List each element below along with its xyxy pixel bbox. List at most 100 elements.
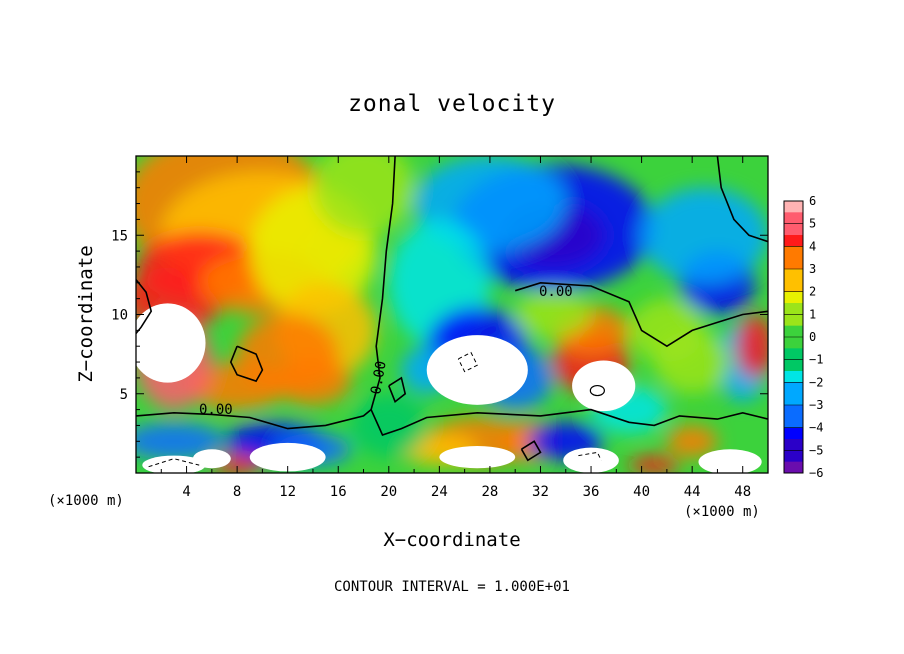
colorbar-cell: [784, 291, 803, 304]
out-of-range-region: [136, 303, 206, 383]
colorbar-label: −3: [809, 398, 823, 412]
colorbar-label: 3: [809, 262, 816, 276]
negative-contour-line: [457, 351, 478, 373]
zero-contour-line: [520, 440, 542, 462]
contour-label: 0.00: [539, 284, 573, 300]
velocity-blob: [666, 425, 718, 458]
colorbar-cell: [784, 348, 803, 361]
colorbar-labels: 6 5 4 3 2 1 0 −1 −2 −3 −4 −5 −6: [784, 194, 823, 480]
zero-contour-line: [136, 408, 372, 430]
colorbar-label: 1: [809, 307, 816, 321]
x-unit-right: (×1000 m): [684, 504, 760, 520]
x-tick-label: 28: [481, 484, 498, 500]
x-tick-label: 36: [583, 484, 600, 500]
colorbar-cell: [784, 450, 803, 463]
negative-contour-line: [148, 458, 200, 468]
colorbar-cell: [784, 269, 803, 281]
colorbar-label: −2: [809, 375, 823, 389]
contour-label: 0.00: [199, 402, 233, 418]
zero-contours: [136, 156, 768, 468]
y-axis-ticks: 5 10 15: [111, 171, 768, 458]
x-tick-label: 16: [330, 484, 347, 500]
colorbar: 6 5 4 3 2 1 0 −1 −2 −3 −4 −5 −6: [783, 194, 823, 480]
colorbar-label: 5: [809, 217, 816, 231]
out-of-range-region: [563, 447, 619, 473]
colorbar-cell: [784, 257, 803, 270]
colorbar-cell: [784, 439, 803, 451]
velocity-blob: [736, 314, 768, 378]
out-of-range-region: [698, 449, 762, 473]
zero-contour-line: [136, 279, 153, 335]
x-tick-label: 8: [233, 484, 241, 500]
colorbar-cell: [784, 382, 803, 395]
colorbar-cell: [784, 223, 803, 236]
colorbar-cell: [784, 246, 803, 259]
x-tick-label: 32: [532, 484, 549, 500]
out-of-range-regions: [136, 303, 762, 473]
x-tick-label: 44: [684, 484, 701, 500]
x-axis-label: X−coordinate: [383, 529, 520, 551]
velocity-blob: [350, 393, 427, 458]
colorbar-label: 2: [809, 285, 816, 299]
zero-contour-line: [370, 156, 768, 436]
contour-label: 0.00: [368, 360, 390, 396]
zero-contour-line: [229, 345, 264, 383]
colorbar-cell: [784, 461, 803, 474]
y-tick-label: 10: [111, 308, 128, 324]
velocity-blob: [515, 290, 592, 339]
y-tick-label: 5: [120, 387, 128, 403]
zero-contour-line: [589, 384, 605, 397]
out-of-range-region: [426, 335, 528, 405]
colorbar-cell: [784, 280, 803, 293]
x-tick-label: 40: [633, 484, 650, 500]
velocity-blob: [312, 156, 415, 236]
velocity-blob: [628, 455, 680, 473]
chart-title: zonal velocity: [348, 91, 556, 117]
velocity-blob: [186, 362, 288, 410]
x-tick-label: 12: [279, 484, 296, 500]
x-unit-left: (×1000 m): [48, 493, 124, 509]
colorbar-label: −4: [809, 421, 823, 435]
zero-contour-line: [514, 281, 768, 348]
x-axis-ticks: 4 8 12 16 20 24 28 32 36 40 44 48: [160, 156, 751, 500]
colorbar-cell: [784, 416, 803, 429]
colorbar-label: 4: [809, 239, 816, 253]
colorbar-cell: [784, 212, 803, 225]
velocity-field: [136, 156, 768, 473]
colorbar-cell: [784, 393, 803, 406]
colorbar-cell: [784, 201, 803, 213]
y-axis-label: Z−coordinate: [75, 245, 97, 382]
out-of-range-region: [142, 455, 206, 473]
x-tick-label: 48: [734, 484, 751, 500]
colorbar-label: −1: [809, 353, 823, 367]
velocity-blob: [641, 187, 768, 283]
contour-interval-note: CONTOUR INTERVAL = 1.000E+01: [334, 579, 570, 595]
out-of-range-region: [439, 446, 516, 469]
colorbar-cell: [784, 427, 803, 440]
colorbar-cell: [784, 359, 803, 372]
x-tick-label: 24: [431, 484, 448, 500]
colorbar-label: 0: [809, 330, 816, 344]
colorbar-cell: [784, 303, 803, 315]
out-of-range-region: [249, 442, 326, 472]
colorbar-cells: [784, 201, 803, 474]
zero-contour-line: [388, 376, 407, 403]
out-of-range-region: [572, 360, 636, 412]
velocity-blob: [275, 357, 351, 405]
colorbar-cell: [784, 235, 803, 247]
colorbar-label: −6: [809, 466, 823, 480]
colorbar-cell: [784, 405, 803, 417]
y-tick-label: 15: [111, 228, 128, 244]
x-tick-label: 20: [380, 484, 397, 500]
colorbar-cell: [784, 337, 803, 349]
colorbar-cell: [784, 325, 803, 338]
colorbar-cell: [784, 371, 803, 383]
velocity-blob: [654, 330, 731, 394]
colorbar-label: 6: [809, 194, 816, 208]
colorbar-label: −5: [809, 443, 823, 457]
zero-contour-line: [716, 156, 768, 243]
x-tick-label: 4: [182, 484, 190, 500]
colorbar-cell: [784, 314, 803, 327]
